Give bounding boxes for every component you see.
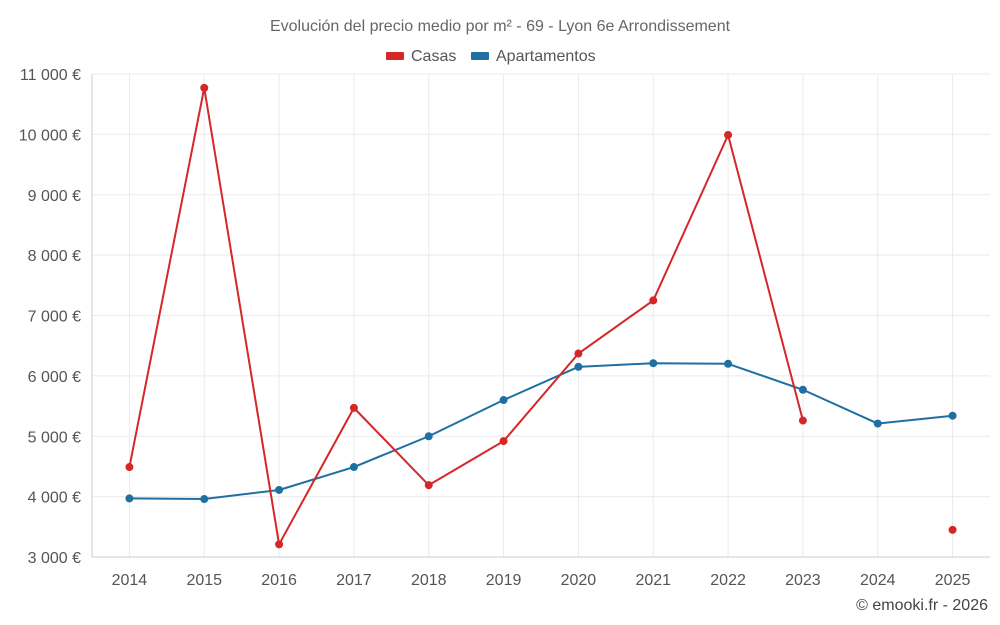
legend-swatch-casas xyxy=(386,52,404,60)
axes: 3 000 € 4 000 € 5 000 € 6 000 € 7 000 € 8 000… xyxy=(19,67,990,589)
data-point-apartamentos[interactable] xyxy=(649,359,658,368)
data-point-casas[interactable] xyxy=(200,83,209,92)
data-point-apartamentos[interactable] xyxy=(873,419,882,428)
x-tick-label: 2016 xyxy=(261,572,297,589)
legend-item-casas[interactable]: Casas xyxy=(386,48,456,65)
series xyxy=(125,83,957,549)
y-tick-label: 5 000 € xyxy=(28,429,81,446)
series-casas xyxy=(125,83,957,549)
x-tick-label: 2017 xyxy=(336,572,372,589)
data-point-apartamentos[interactable] xyxy=(948,411,957,420)
y-tick-label: 9 000 € xyxy=(28,188,81,205)
data-point-apartamentos[interactable] xyxy=(499,396,508,405)
data-point-apartamentos[interactable] xyxy=(349,463,358,472)
x-tick-label: 2025 xyxy=(935,572,971,589)
data-point-casas[interactable] xyxy=(125,463,134,472)
chart-title: Evolución del precio medio por m² - 69 -… xyxy=(270,18,731,35)
legend-swatch-apartamentos xyxy=(471,52,489,60)
x-tick-label: 2022 xyxy=(710,572,746,589)
y-tick-label: 3 000 € xyxy=(28,550,81,567)
legend-label-casas: Casas xyxy=(411,48,456,65)
data-point-casas[interactable] xyxy=(424,481,433,490)
data-point-casas[interactable] xyxy=(948,525,957,534)
y-tick-label: 8 000 € xyxy=(28,248,81,265)
data-point-apartamentos[interactable] xyxy=(724,359,733,368)
data-point-casas[interactable] xyxy=(798,416,807,425)
data-point-casas[interactable] xyxy=(649,296,658,305)
x-tick-label: 2018 xyxy=(411,572,447,589)
x-tick-label: 2021 xyxy=(635,572,671,589)
legend-item-apartamentos[interactable]: Apartamentos xyxy=(471,48,596,65)
series-line-apartamentos xyxy=(129,362,953,501)
x-tick-label: 2019 xyxy=(486,572,522,589)
x-tick-label: 2014 xyxy=(112,572,148,589)
data-point-casas[interactable] xyxy=(349,403,358,412)
data-point-apartamentos[interactable] xyxy=(125,494,134,503)
data-point-apartamentos[interactable] xyxy=(275,485,284,494)
data-point-casas[interactable] xyxy=(574,349,583,358)
y-tick-label: 4 000 € xyxy=(28,490,81,507)
data-point-casas[interactable] xyxy=(499,437,508,446)
y-tick-label: 10 000 € xyxy=(19,127,81,144)
x-tick-label: 2023 xyxy=(785,572,821,589)
y-tick-label: 6 000 € xyxy=(28,369,81,386)
y-tick-label: 11 000 € xyxy=(20,67,81,84)
data-point-casas[interactable] xyxy=(275,540,284,549)
x-tick-label: 2024 xyxy=(860,572,896,589)
data-point-apartamentos[interactable] xyxy=(424,432,433,441)
x-tick-label: 2015 xyxy=(186,572,222,589)
data-point-apartamentos[interactable] xyxy=(798,385,807,394)
series-apartamentos xyxy=(125,359,957,504)
data-point-apartamentos[interactable] xyxy=(200,495,209,504)
credit-text: © emooki.fr - 2026 xyxy=(856,597,988,614)
series-line-casas xyxy=(128,86,804,546)
data-point-apartamentos[interactable] xyxy=(574,362,583,371)
gridlines xyxy=(92,73,990,557)
legend: Casas Apartamentos xyxy=(386,48,596,65)
data-point-casas[interactable] xyxy=(724,130,733,139)
x-tick-label: 2020 xyxy=(561,572,597,589)
y-tick-label: 7 000 € xyxy=(28,309,81,326)
legend-label-apartamentos: Apartamentos xyxy=(496,48,596,65)
